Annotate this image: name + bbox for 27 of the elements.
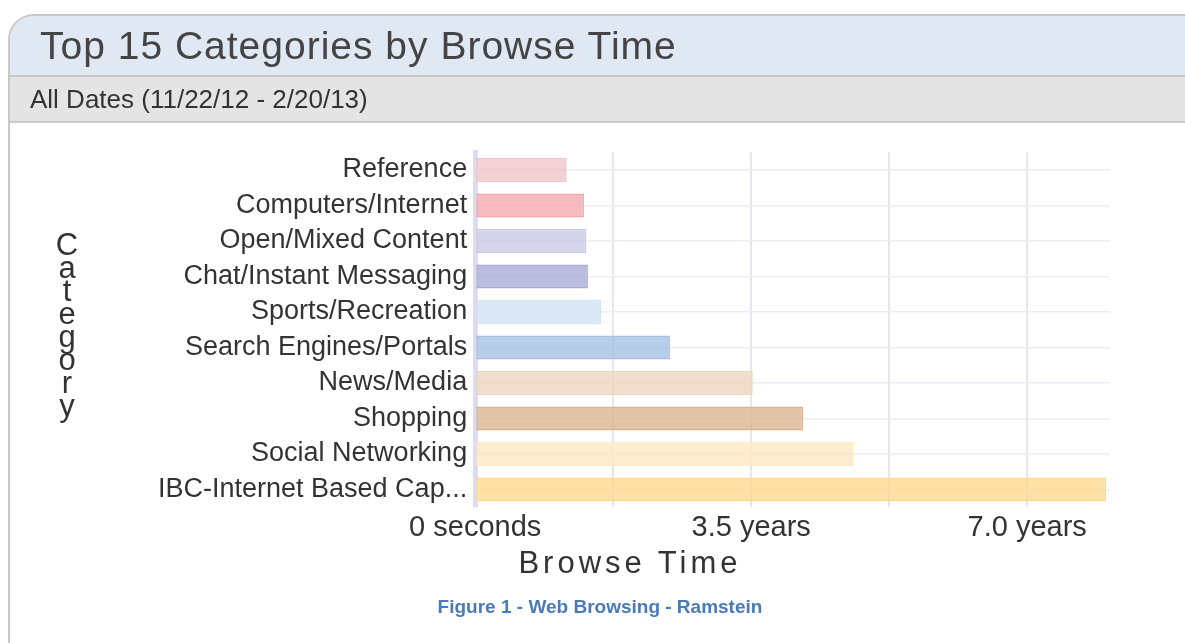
bar xyxy=(476,370,753,396)
y-axis-title: Category xyxy=(54,227,80,423)
chart-title: Top 15 Categories by Browse Time xyxy=(10,16,1185,77)
bar xyxy=(476,228,587,254)
y-tick-label: Reference xyxy=(342,153,468,184)
y-tick-label: Chat/Instant Messaging xyxy=(183,259,468,290)
x-tick-label: 7.0 years xyxy=(967,509,1087,542)
caption: Figure 1 - Web Browsing - Ramstein xyxy=(436,596,764,618)
x-tick-label: 3.5 years xyxy=(691,509,811,542)
y-tick-label: Computers/Internet xyxy=(236,188,468,219)
text: All Dates (11/22/12 - 2/20/13) xyxy=(10,77,1185,123)
bar xyxy=(476,193,584,218)
bar xyxy=(476,264,588,289)
bar xyxy=(476,157,567,183)
y-tick-label: Sports/Recreation xyxy=(251,295,468,326)
y-tick-label: Social Networking xyxy=(251,437,468,468)
y-tick-label: News/Media xyxy=(318,366,469,397)
y-tick-label: IBC-Internet Based Cap... xyxy=(158,472,468,503)
x-tick-label: 0 seconds xyxy=(409,509,542,542)
bar xyxy=(476,441,854,467)
y-tick-label: Shopping xyxy=(353,401,468,432)
bar xyxy=(476,406,804,431)
bar xyxy=(476,335,670,360)
x-axis-title: Browse Time xyxy=(517,545,743,581)
bar xyxy=(476,477,1107,502)
y-tick-label: Open/Mixed Content xyxy=(219,224,468,255)
y-tick-label: Search Engines/Portals xyxy=(185,330,468,361)
